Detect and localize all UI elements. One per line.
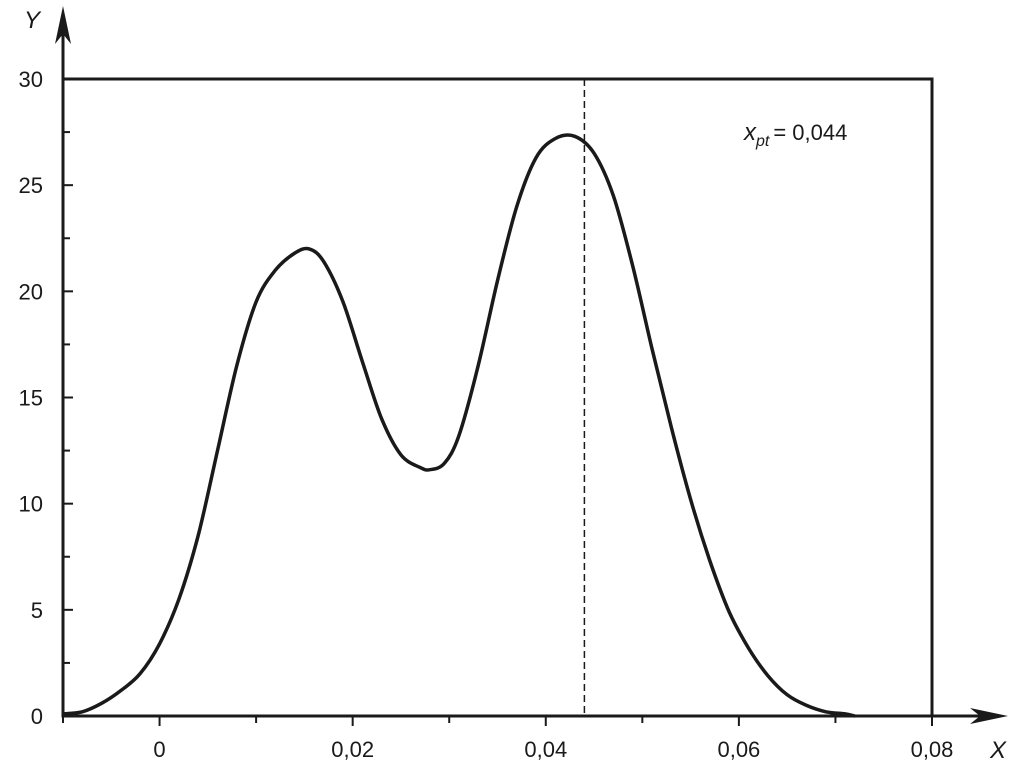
y-tick-label: 0: [31, 704, 43, 729]
y-axis-title: Y: [24, 7, 42, 34]
annotation-value: = 0,044: [773, 120, 847, 145]
y-tick-label: 10: [19, 492, 43, 517]
x-tick-label: 0: [153, 737, 165, 762]
x-axis-title: X: [989, 737, 1007, 764]
y-tick-label: 15: [19, 386, 43, 411]
y-tick-label: 5: [31, 598, 43, 623]
x-tick-label: 0,04: [524, 737, 567, 762]
y-axis-tick-labels: 0 5 10 15 20 25 30: [19, 67, 43, 729]
y-axis-arrow: [55, 6, 71, 44]
annotation-symbol: x: [743, 119, 757, 146]
x-axis-ticks: [62, 716, 933, 726]
x-axis-tick-labels: 0 0,02 0,04 0,06 0,08: [153, 737, 953, 762]
threshold-annotation: xpt = 0,044: [743, 119, 847, 150]
x-tick-label: 0,06: [717, 737, 760, 762]
y-tick-label: 20: [19, 279, 43, 304]
x-axis-arrow: [970, 708, 1008, 724]
x-tick-label: 0,08: [911, 737, 954, 762]
annotation-subscript: pt: [755, 133, 770, 150]
series-line: [62, 133, 856, 718]
y-tick-label: 25: [19, 173, 43, 198]
y-tick-label: 30: [19, 67, 43, 92]
x-tick-label: 0,02: [331, 737, 374, 762]
plot-frame: [61, 77, 934, 718]
